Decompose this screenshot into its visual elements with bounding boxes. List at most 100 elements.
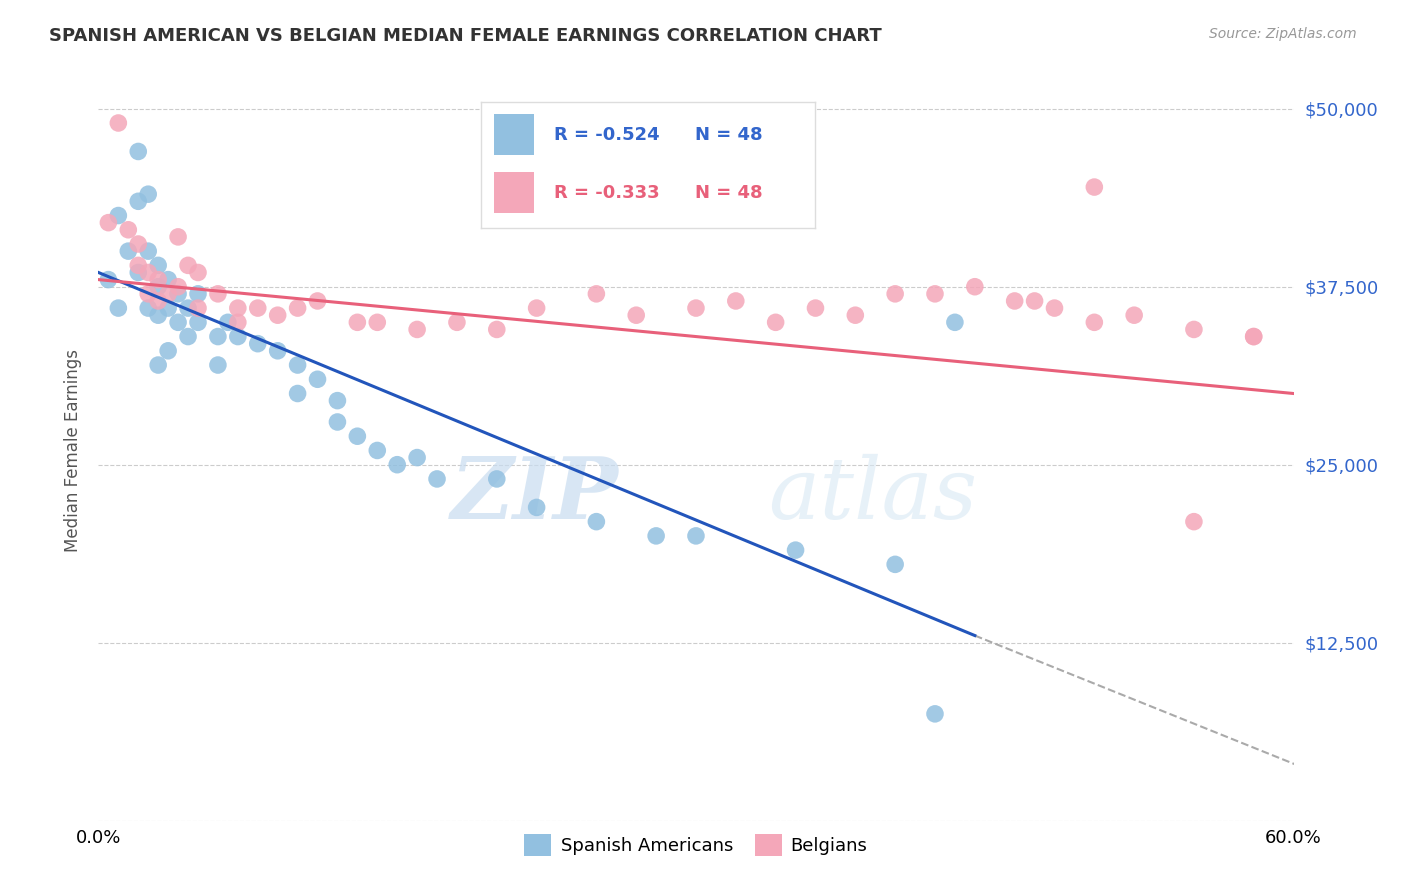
Point — [226, 329, 249, 343]
Point — [287, 301, 309, 315]
Point — [107, 301, 129, 315]
Point — [1243, 329, 1265, 343]
Point — [217, 315, 239, 329]
Point — [685, 529, 707, 543]
Point — [724, 293, 747, 308]
Point — [924, 706, 946, 721]
Point — [187, 315, 209, 329]
Point — [107, 209, 129, 223]
Point — [804, 301, 827, 315]
Point — [346, 429, 368, 443]
Point — [924, 286, 946, 301]
Point — [287, 358, 309, 372]
Point — [207, 329, 229, 343]
Point — [167, 230, 190, 244]
Point — [267, 308, 290, 322]
Point — [1243, 329, 1265, 343]
Point — [127, 265, 149, 279]
Point — [1083, 180, 1105, 194]
Point — [136, 187, 159, 202]
Point — [148, 358, 170, 372]
Point — [177, 301, 200, 315]
Point — [326, 415, 349, 429]
Point — [157, 301, 180, 315]
Point — [157, 343, 180, 358]
Point — [485, 472, 508, 486]
Point — [207, 286, 229, 301]
Point — [187, 265, 209, 279]
Point — [385, 458, 409, 472]
Point — [136, 286, 159, 301]
Point — [406, 322, 429, 336]
Point — [626, 308, 648, 322]
Point — [943, 315, 966, 329]
Point — [346, 315, 368, 329]
Point — [136, 301, 159, 315]
Point — [287, 386, 309, 401]
Point — [446, 315, 468, 329]
Point — [1024, 293, 1046, 308]
Point — [97, 216, 120, 230]
Point — [207, 358, 229, 372]
Point — [526, 500, 548, 515]
Legend: Spanish Americans, Belgians: Spanish Americans, Belgians — [517, 827, 875, 863]
Point — [307, 293, 329, 308]
Point — [136, 265, 159, 279]
Point — [136, 244, 159, 259]
Point — [187, 286, 209, 301]
Point — [785, 543, 807, 558]
Point — [326, 393, 349, 408]
Point — [1083, 315, 1105, 329]
Point — [1043, 301, 1066, 315]
Text: ZIP: ZIP — [450, 453, 619, 537]
Point — [1182, 515, 1205, 529]
Point — [685, 301, 707, 315]
Point — [366, 443, 388, 458]
Point — [406, 450, 429, 465]
Point — [97, 272, 120, 286]
Point — [148, 293, 170, 308]
Point — [246, 336, 269, 351]
Point — [187, 301, 209, 315]
Text: atlas: atlas — [768, 453, 977, 536]
Point — [526, 301, 548, 315]
Point — [226, 301, 249, 315]
Point — [148, 258, 170, 272]
Point — [585, 286, 607, 301]
Point — [148, 272, 170, 286]
Point — [107, 116, 129, 130]
Point — [1123, 308, 1146, 322]
Point — [148, 279, 170, 293]
Point — [844, 308, 866, 322]
Point — [117, 244, 139, 259]
Y-axis label: Median Female Earnings: Median Female Earnings — [65, 349, 83, 552]
Point — [267, 343, 290, 358]
Point — [585, 515, 607, 529]
Point — [127, 258, 149, 272]
Text: SPANISH AMERICAN VS BELGIAN MEDIAN FEMALE EARNINGS CORRELATION CHART: SPANISH AMERICAN VS BELGIAN MEDIAN FEMAL… — [49, 27, 882, 45]
Point — [884, 286, 907, 301]
Point — [117, 223, 139, 237]
Point — [167, 315, 190, 329]
Point — [127, 145, 149, 159]
Point — [307, 372, 329, 386]
Point — [645, 529, 668, 543]
Point — [167, 279, 190, 293]
Text: Source: ZipAtlas.com: Source: ZipAtlas.com — [1209, 27, 1357, 41]
Point — [246, 301, 269, 315]
Point — [177, 329, 200, 343]
Point — [963, 279, 986, 293]
Point — [765, 315, 787, 329]
Point — [226, 315, 249, 329]
Point — [157, 286, 180, 301]
Point — [148, 308, 170, 322]
Point — [485, 322, 508, 336]
Point — [157, 272, 180, 286]
Point — [1004, 293, 1026, 308]
Point — [127, 237, 149, 252]
Point — [1182, 322, 1205, 336]
Point — [127, 194, 149, 209]
Point — [177, 258, 200, 272]
Point — [167, 286, 190, 301]
Point — [426, 472, 449, 486]
